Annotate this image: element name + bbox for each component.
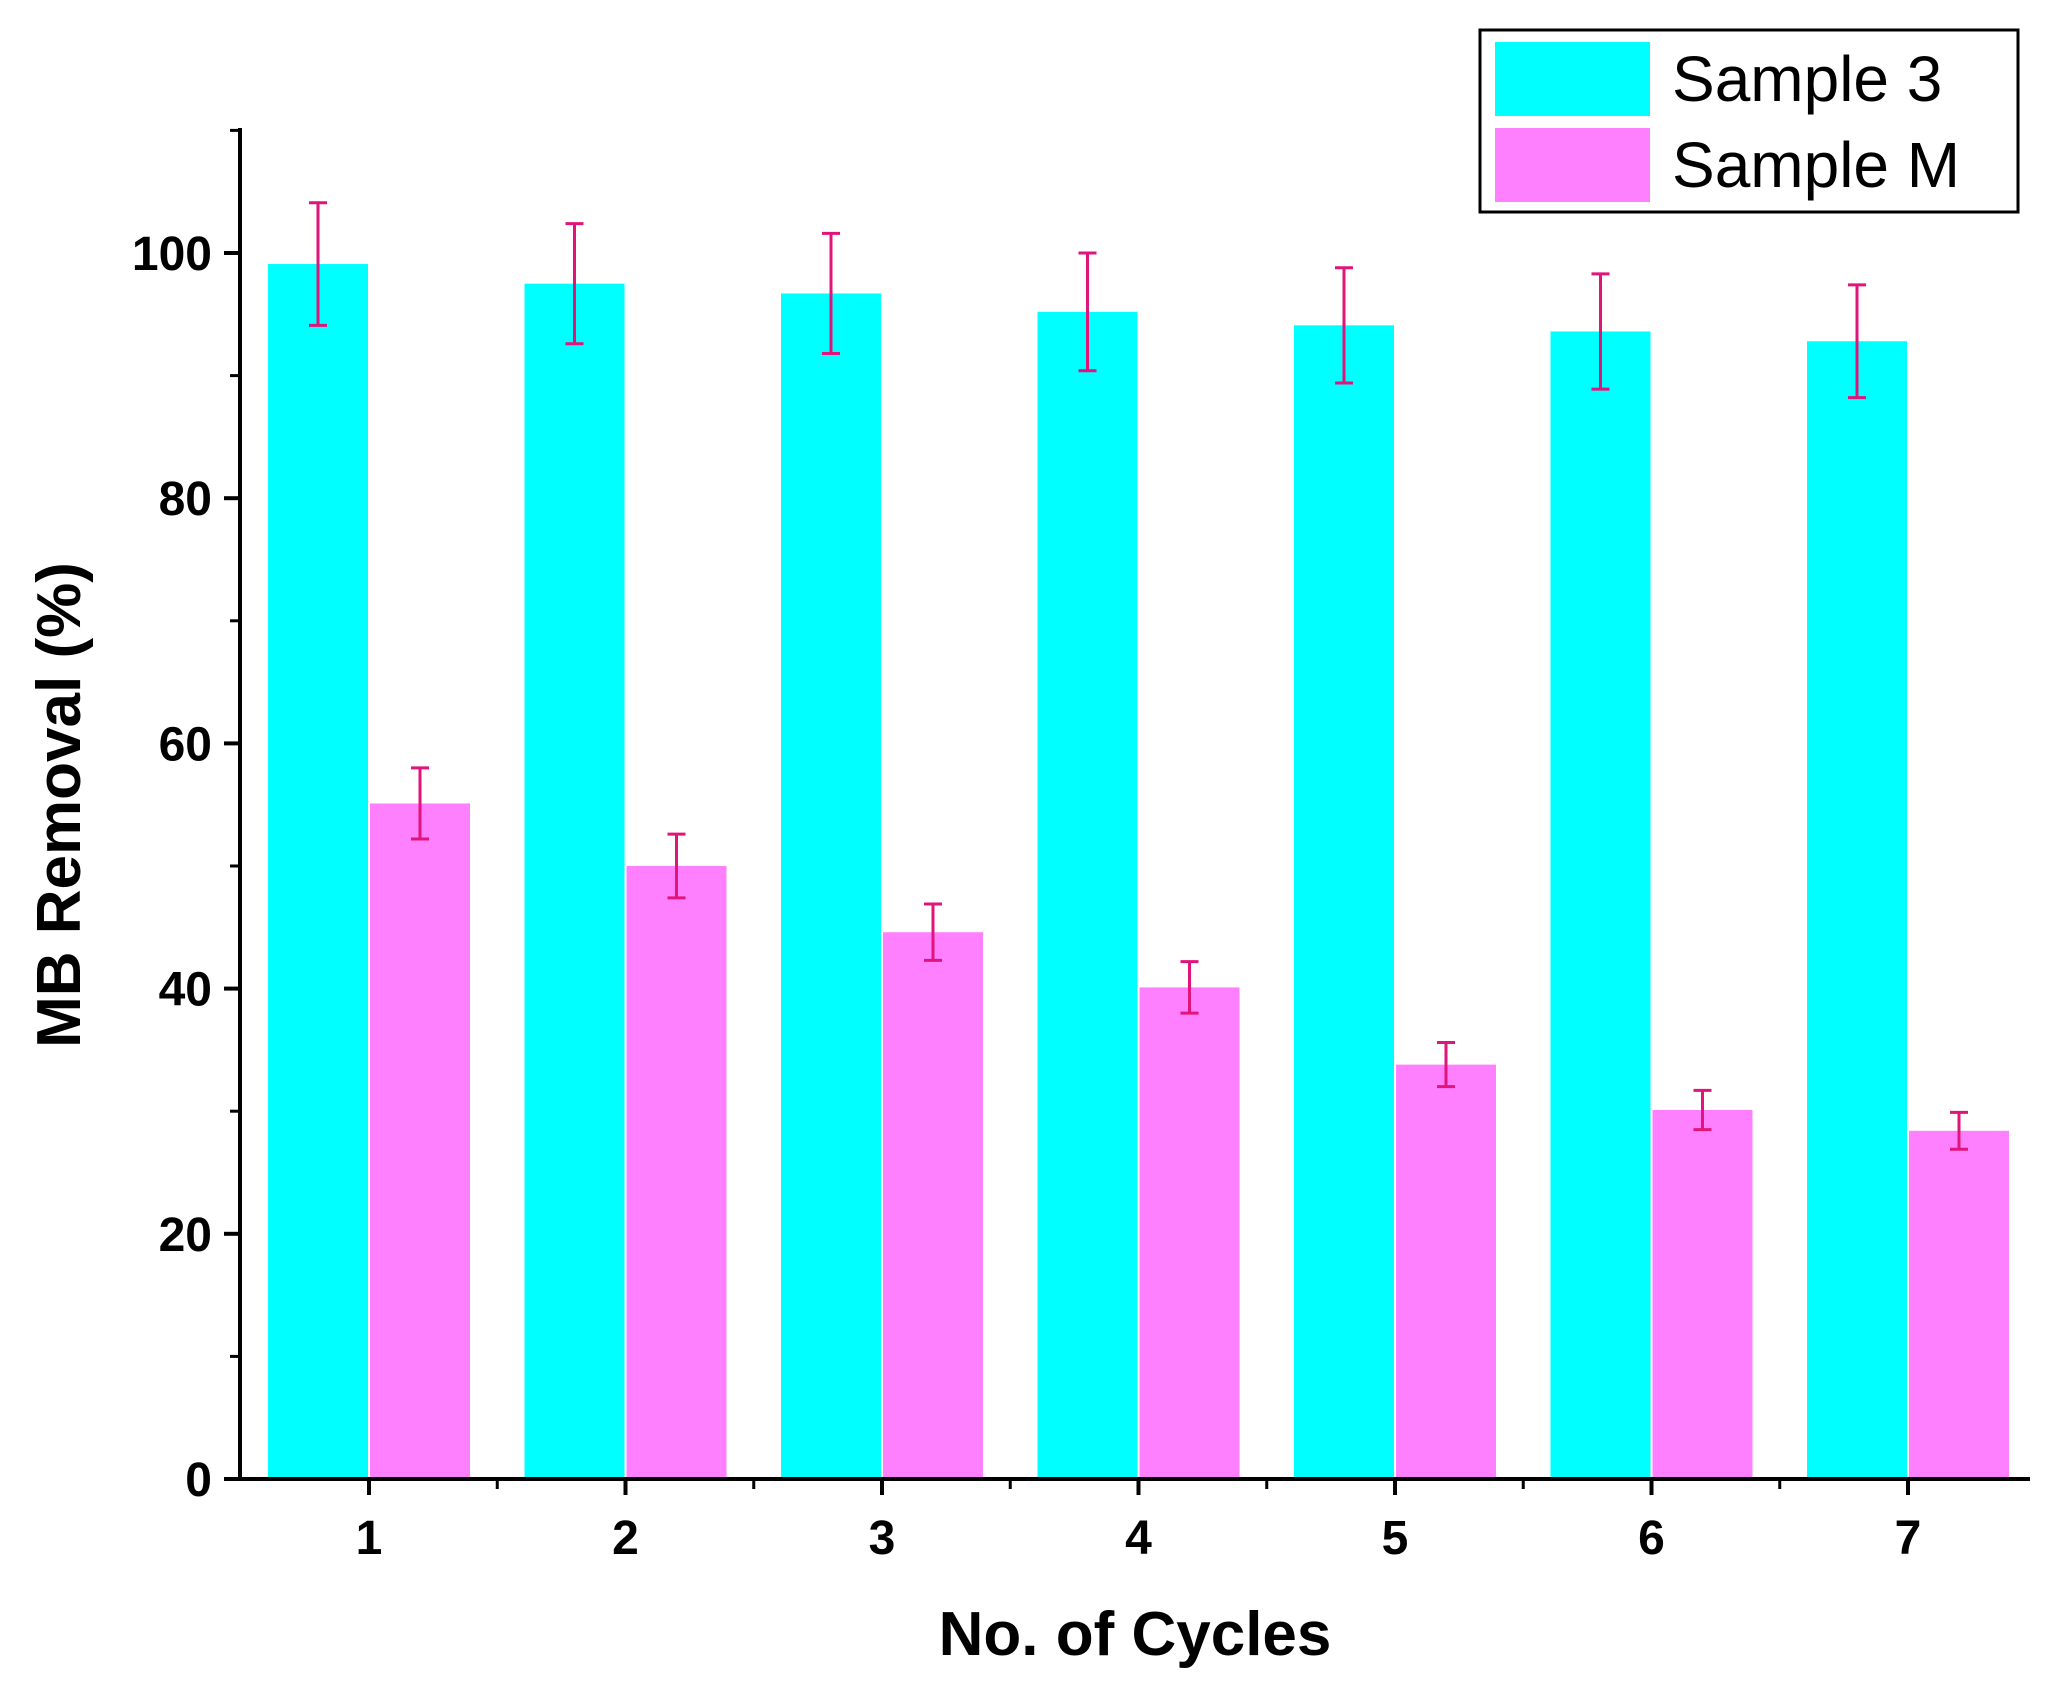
bar-sample-m-cycle-3 [883, 932, 983, 1479]
bar-sample-3-cycle-6 [1550, 331, 1651, 1479]
error-bar-sample-m-cycle-4 [1180, 960, 1199, 1015]
y-tick-label-40: 40 [159, 964, 212, 1017]
legend-label-sample-3: Sample 3 [1672, 43, 1942, 115]
bar-sample-m-cycle-7 [1909, 1130, 2009, 1479]
x-tick-label-4: 4 [1125, 1512, 1152, 1565]
bar-sample-3-cycle-3 [781, 293, 881, 1479]
error-bar-sample-3-cycle-6 [1591, 272, 1610, 391]
x-tick-label-1: 1 [356, 1512, 383, 1565]
bar-sample-m-cycle-6 [1652, 1109, 1753, 1479]
legend: Sample 3 Sample M [1478, 28, 2020, 214]
error-bar-sample-m-cycle-3 [924, 902, 942, 962]
error-bar-sample-m-cycle-1 [411, 766, 429, 841]
x-tick-label-7: 7 [1895, 1512, 1922, 1565]
legend-swatch-sample-3 [1495, 42, 1650, 116]
x-tick-label-5: 5 [1382, 1512, 1409, 1565]
error-bar-sample-3-cycle-4 [1078, 251, 1097, 373]
y-tick-label-20: 20 [159, 1209, 212, 1262]
bar-sample-m-cycle-2 [626, 866, 727, 1479]
y-axis-title: MB Removal (%) [25, 562, 94, 1048]
x-tick-label-3: 3 [869, 1512, 896, 1565]
x-ticks-layer: 1 2 3 4 5 6 7 [356, 1479, 1922, 1565]
bar-sample-3-cycle-5 [1294, 325, 1394, 1480]
bar-sample-m-cycle-1 [370, 803, 470, 1479]
y-tick-label-60: 60 [159, 718, 212, 771]
bar-sample-3-cycle-2 [524, 283, 625, 1479]
bar-sample-m-cycle-4 [1139, 987, 1240, 1479]
x-tick-label-6: 6 [1638, 1512, 1665, 1565]
bar-sample-3-cycle-1 [268, 264, 368, 1480]
error-bar-sample-3-cycle-2 [565, 222, 584, 346]
error-bar-sample-3-cycle-5 [1335, 266, 1353, 385]
x-axis-title: No. of Cycles [939, 1600, 1332, 1669]
error-bar-sample-m-cycle-7 [1950, 1110, 1968, 1151]
legend-label-sample-m: Sample M [1672, 129, 1960, 201]
x-tick-label-2: 2 [612, 1512, 639, 1565]
error-bar-sample-m-cycle-6 [1693, 1088, 1712, 1132]
y-tick-label-100: 100 [132, 228, 212, 281]
error-bar-sample-3-cycle-3 [822, 231, 840, 356]
legend-swatch-sample-m [1495, 128, 1650, 202]
error-bar-sample-m-cycle-5 [1437, 1041, 1455, 1089]
y-ticks-layer: 0 20 40 60 80 100 [132, 128, 240, 1507]
error-bar-sample-m-cycle-2 [667, 832, 686, 900]
bar-sample-3-cycle-4 [1037, 311, 1138, 1479]
error-bar-sample-3-cycle-1 [309, 201, 327, 327]
bar-sample-3-cycle-7 [1807, 341, 1907, 1480]
error-bar-sample-3-cycle-7 [1848, 283, 1866, 400]
axes-layer [238, 128, 2030, 1481]
bar-sample-m-cycle-5 [1396, 1064, 1496, 1479]
error-bars-layer [309, 201, 1968, 1151]
bars-layer [268, 264, 2009, 1480]
y-tick-label-80: 80 [159, 473, 212, 526]
y-tick-label-0: 0 [185, 1454, 212, 1507]
